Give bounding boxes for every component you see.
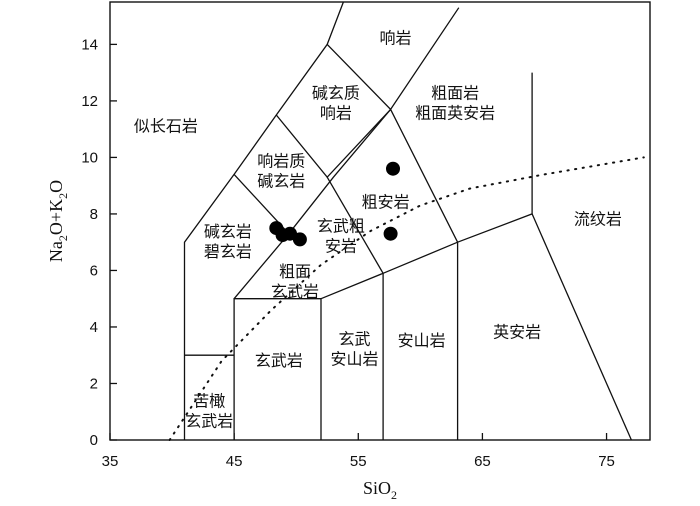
field-boundary-10: [326, 176, 384, 274]
y-tick-label: 14: [81, 36, 98, 53]
y-tick-label: 6: [90, 262, 98, 279]
field-label-line: 玄武粗: [317, 217, 365, 236]
field-label-line: 碧玄岩: [204, 242, 252, 261]
field-label-line: 安岩: [325, 237, 357, 256]
field-label-line: 粗安岩: [362, 193, 410, 212]
field-label-line: 碱玄岩: [204, 222, 252, 241]
field-boundary-2: [233, 298, 322, 440]
field-label-line: 响岩质: [257, 152, 305, 171]
field-label-line: 碱玄质: [312, 84, 360, 103]
field-label-3: 粗面岩粗面英安岩: [415, 84, 495, 123]
field-labels: 响岩碱玄质响岩似长石岩粗面岩粗面英安岩响岩质碱玄岩粗安岩碱玄岩碧玄岩玄武粗安岩粗…: [134, 29, 622, 431]
plot-frame: [109, 1, 651, 441]
field-label-14: 苦橄玄武岩: [185, 392, 233, 431]
field-label-11: 英安岩: [493, 323, 541, 342]
field-boundary-8: [531, 213, 632, 441]
y-axis-title: Na2O+K2O: [46, 180, 70, 262]
y-axis-title-part: Na: [46, 241, 66, 262]
field-boundary-4: [288, 7, 460, 235]
field-label-line: 流纹岩: [574, 210, 622, 229]
y-axis-title-part: O: [46, 180, 66, 193]
field-label-line: 似长石岩: [134, 116, 198, 135]
field-label-line: 粗面: [279, 262, 311, 281]
field-label-line: 玄武岩: [185, 412, 233, 431]
field-label-line: 粗面岩: [431, 84, 479, 103]
x-tick-label: 75: [598, 453, 615, 470]
y-axis-title-part: O+K: [46, 199, 66, 235]
field-label-line: 响岩: [380, 29, 412, 48]
field-label-9: 流纹岩: [574, 210, 622, 229]
y-tick-label: 2: [90, 375, 98, 392]
alkaline-subalkaline-divide: [168, 156, 645, 441]
y-axis-title-subscript: 2: [56, 193, 70, 199]
x-axis-title-main: SiO: [363, 478, 391, 498]
field-label-line: 玄武岩: [271, 282, 319, 301]
field-label-line: 英安岩: [493, 323, 541, 342]
field-label-line: 安山岩: [331, 350, 379, 369]
y-axis-title-subscript: 2: [56, 235, 70, 241]
field-label-line: 苦橄: [193, 392, 225, 411]
x-tick-label: 35: [102, 453, 119, 470]
field-label-12: 玄武岩: [255, 351, 303, 370]
sample-point-4: [386, 161, 400, 176]
field-boundaries: [183, 1, 632, 441]
field-boundary-0: [183, 1, 345, 440]
field-label-line: 安山岩: [398, 331, 446, 350]
field-boundary-11: [326, 43, 459, 243]
x-tick-label: 45: [226, 453, 243, 470]
field-label-line: 粗面英安岩: [415, 104, 495, 123]
field-label-line: 响岩: [320, 104, 352, 123]
y-tick-label: 12: [81, 93, 98, 110]
x-tick-label: 65: [474, 453, 491, 470]
y-tick-label: 0: [90, 432, 98, 449]
field-label-6: 碱玄岩碧玄岩: [204, 222, 252, 261]
field-label-1: 碱玄质响岩: [312, 84, 360, 123]
sample-points: [269, 161, 400, 247]
field-label-line: 玄武: [339, 330, 371, 349]
y-tick-label: 4: [90, 319, 98, 336]
field-label-4: 响岩质碱玄岩: [257, 152, 305, 191]
field-label-2: 似长石岩: [134, 116, 198, 135]
field-label-0: 响岩: [380, 29, 412, 48]
field-label-13: 玄武安山岩: [331, 330, 379, 369]
field-label-7: 玄武粗安岩: [317, 217, 365, 256]
x-axis-title-subscript: 2: [391, 488, 397, 502]
field-label-5: 粗安岩: [362, 193, 410, 212]
field-label-10: 安山岩: [398, 331, 446, 350]
sample-point-5: [383, 226, 398, 241]
sample-point-3: [292, 232, 307, 247]
y-axis: 0 2 4 6 8 10 12 14: [81, 36, 117, 449]
y-tick-label: 8: [90, 206, 98, 223]
y-tick-label: 10: [81, 149, 98, 166]
x-axis: 35 45 55 65 75: [102, 433, 615, 470]
x-tick-label: 55: [350, 453, 367, 470]
field-label-line: 碱玄岩: [257, 172, 305, 191]
x-axis-title: SiO2: [363, 478, 397, 502]
field-label-line: 玄武岩: [255, 351, 303, 370]
field-label-8: 粗面玄武岩: [271, 262, 319, 301]
